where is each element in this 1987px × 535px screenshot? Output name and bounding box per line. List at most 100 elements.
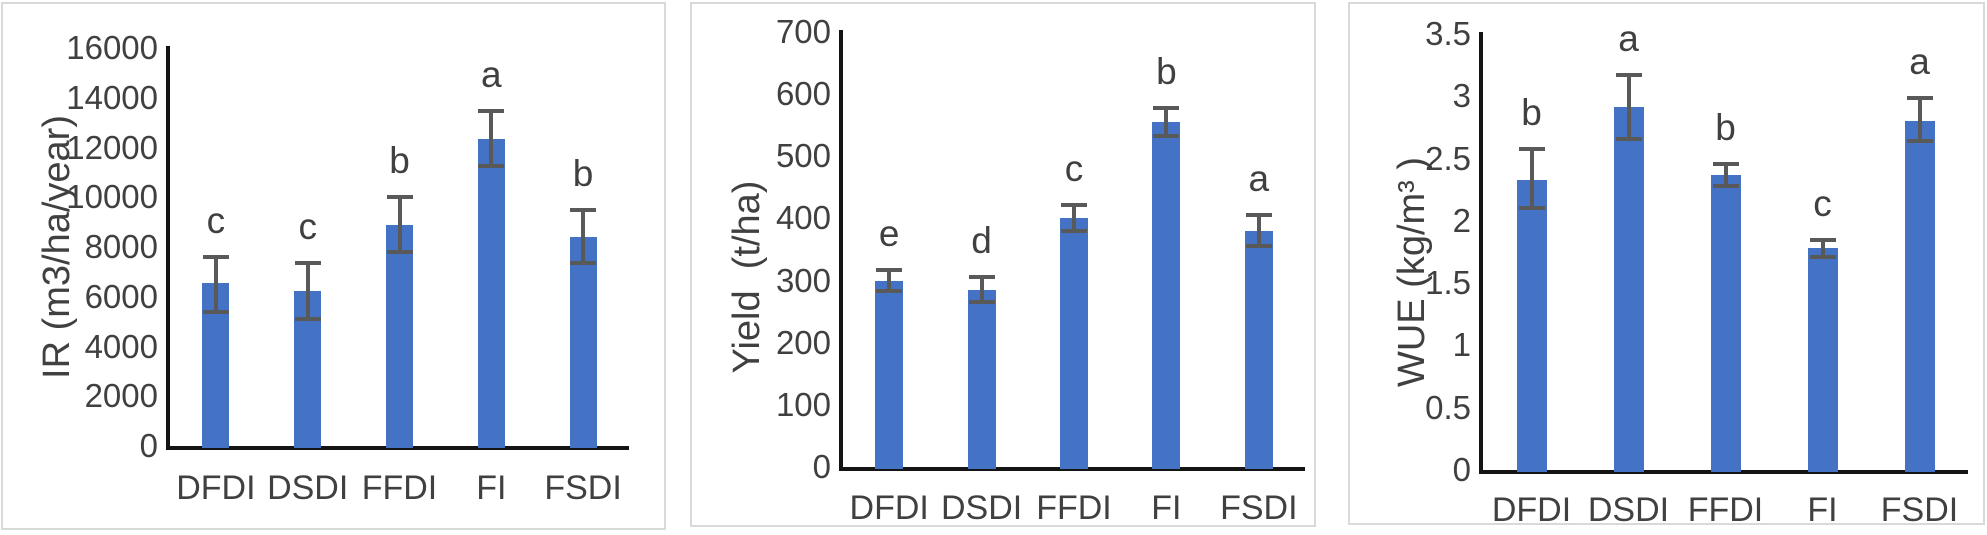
error-bar-line xyxy=(397,197,402,252)
bar-fi xyxy=(1152,122,1181,469)
plot-area-yield: 0 100 200 300 400 500 600 700 e DFDI d DSDI c FFDI b FI… xyxy=(692,4,1314,527)
bar-dfdi xyxy=(875,280,904,469)
error-bar-line xyxy=(581,209,586,264)
x-tick-label: FSDI xyxy=(544,469,622,507)
error-bar-cap-top xyxy=(1809,237,1836,242)
significance-letter: c xyxy=(1064,147,1084,189)
bar-dsdi xyxy=(967,289,996,469)
error-bar-cap-top xyxy=(294,261,321,266)
bar-fsdi xyxy=(569,237,597,448)
significance-letter: b xyxy=(1521,91,1542,133)
significance-letter: c xyxy=(298,206,317,248)
error-bar-line xyxy=(1164,107,1169,136)
bar-fi xyxy=(477,138,505,448)
bar-ffdi xyxy=(1710,174,1741,472)
y-tick-label: 16000 xyxy=(66,29,158,66)
x-tick-label: FFDI xyxy=(1687,491,1764,529)
plot-area-ir: 0 2000 4000 6000 8000 10000 12000 14000 16000 c DF… xyxy=(3,4,664,528)
error-bar-cap-bottom xyxy=(1615,136,1642,141)
error-bar-cap-bottom xyxy=(1809,254,1836,259)
y-tick-label: 2000 xyxy=(84,377,158,415)
y-tick-label: 6000 xyxy=(84,277,158,315)
x-tick-label: DFDI xyxy=(1491,491,1572,529)
significance-letter: a xyxy=(481,54,502,96)
error-bar-line xyxy=(1626,75,1631,139)
error-bar-cap-top xyxy=(478,109,505,114)
y-tick-label: 8000 xyxy=(84,228,158,265)
x-tick-label: FI xyxy=(476,469,507,507)
error-bar-cap-top xyxy=(876,268,903,272)
error-bar-cap-bottom xyxy=(1061,229,1087,234)
error-bar-cap-bottom xyxy=(1518,206,1545,211)
x-tick-label: DFDI xyxy=(176,469,256,507)
y-tick-label: 3.5 xyxy=(1425,15,1471,52)
error-bar-cap-top xyxy=(1906,95,1933,100)
error-bar-line xyxy=(1529,148,1534,209)
chart-panel-wue: WUE (kg/m³ ) 0 0.5 1 1.5 2 2.5 3 3.5 b DFDI a DSDI b… xyxy=(1348,2,1985,529)
error-bar-cap-bottom xyxy=(1153,133,1180,138)
error-bar-cap-top xyxy=(1245,212,1272,217)
y-tick-label: 3 xyxy=(1452,77,1471,115)
error-bar-cap-bottom xyxy=(1245,243,1272,248)
error-bar-line xyxy=(887,270,892,292)
bar-ffdi xyxy=(386,225,413,448)
significance-letter: a xyxy=(1909,40,1930,82)
bar-ffdi xyxy=(1060,218,1088,469)
x-tick-label: FFDI xyxy=(361,469,438,507)
bar-fsdi xyxy=(1244,230,1273,469)
chart-panel-yield: Yield (t/ha) 0 100 200 300 400 500 600 700 e DFDI… xyxy=(690,2,1316,527)
x-axis-line xyxy=(1479,470,1968,474)
error-bar-line xyxy=(1072,204,1076,232)
significance-letter: b xyxy=(572,152,594,194)
y-tick-label: 200 xyxy=(775,323,831,361)
bar-fsdi xyxy=(1904,121,1935,472)
error-bar-line xyxy=(1917,97,1922,142)
x-tick-label: FI xyxy=(1151,489,1182,527)
significance-letter: c xyxy=(1813,182,1832,224)
significance-letter: d xyxy=(971,219,992,261)
error-bar-cap-bottom xyxy=(386,249,413,254)
y-tick-label: 300 xyxy=(775,261,831,299)
significance-letter: a xyxy=(1618,18,1639,60)
chart-panel-ir: IR (m3/ha/year) 0 2000 4000 6000 8000 10000 12… xyxy=(1,2,666,530)
significance-letter: a xyxy=(1248,157,1270,199)
x-tick-label: FI xyxy=(1807,491,1838,529)
error-bar-cap-bottom xyxy=(570,261,597,266)
error-bar-cap-bottom xyxy=(1712,183,1739,188)
y-tick-label: 2.5 xyxy=(1425,139,1471,177)
y-tick-label: 14000 xyxy=(66,78,158,116)
bar-fi xyxy=(1807,248,1838,472)
x-tick-label: DFDI xyxy=(849,489,929,527)
x-axis-line xyxy=(839,467,1305,471)
x-tick-label: DSDI xyxy=(1587,491,1670,529)
error-bar-cap-bottom xyxy=(968,300,995,305)
y-axis-line xyxy=(166,46,170,450)
y-tick-label: 0 xyxy=(812,448,831,485)
x-tick-label: DSDI xyxy=(267,469,349,507)
error-bar-cap-top xyxy=(202,254,229,259)
error-bar-line xyxy=(979,276,984,303)
significance-letter: c xyxy=(206,199,226,241)
y-tick-label: 700 xyxy=(775,13,831,50)
significance-letter: b xyxy=(389,140,410,182)
error-bar-cap-bottom xyxy=(294,317,321,322)
y-tick-label: 2 xyxy=(1452,201,1471,239)
y-tick-label: 10000 xyxy=(66,178,158,216)
x-tick-label: FFDI xyxy=(1036,489,1112,527)
plot-area-wue: 0 0.5 1 1.5 2 2.5 3 3.5 b DFDI a DSDI b FFDI c FI a FSDI xyxy=(1350,4,1983,529)
error-bar-cap-top xyxy=(1061,202,1087,207)
error-bar-cap-bottom xyxy=(478,164,505,169)
y-tick-label: 4000 xyxy=(84,327,158,365)
y-tick-label: 0 xyxy=(139,427,158,464)
error-bar-cap-bottom xyxy=(1906,139,1933,144)
error-bar-line xyxy=(1820,239,1825,257)
error-bar-cap-top xyxy=(1153,105,1180,110)
y-axis-line xyxy=(1479,32,1483,474)
bar-dsdi xyxy=(1613,107,1644,472)
error-bar-line xyxy=(1723,163,1728,186)
error-bar-cap-top xyxy=(570,207,597,212)
y-tick-label: 0 xyxy=(1452,451,1471,488)
error-bar-line xyxy=(305,263,310,320)
error-bar-line xyxy=(489,111,494,167)
